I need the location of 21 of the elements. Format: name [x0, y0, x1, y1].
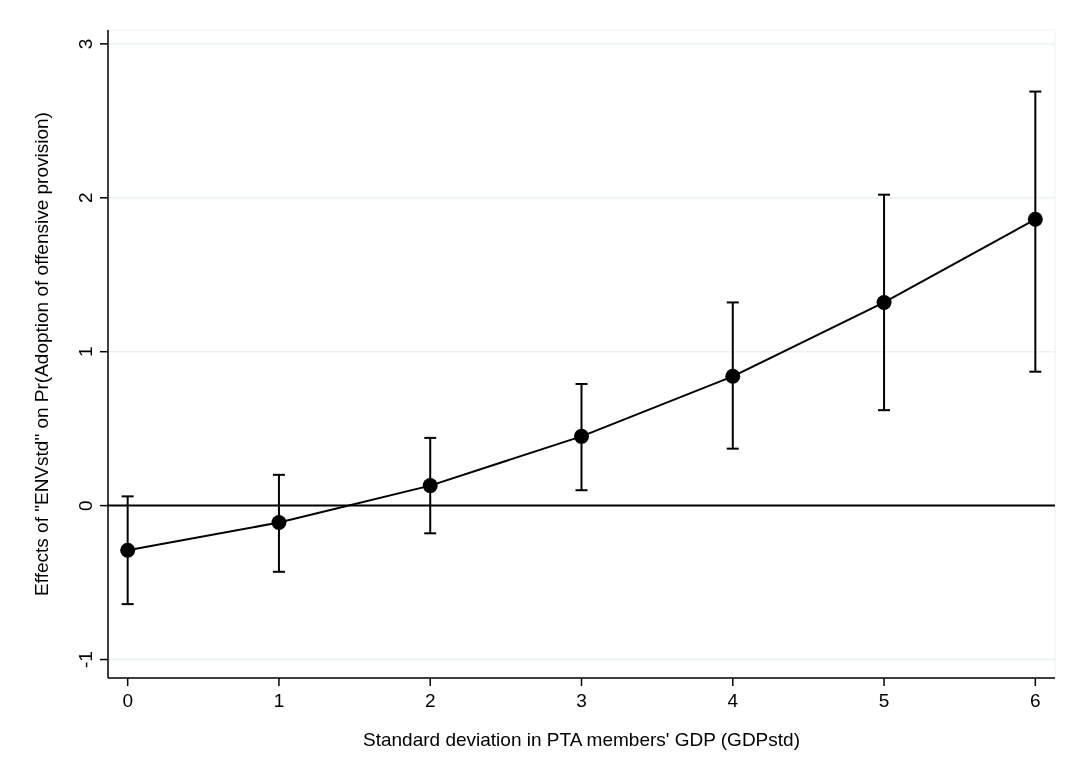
point	[271, 515, 287, 531]
y-axis-title: Effects of "ENVstd" on Pr(Adoption of offensive provision)	[31, 112, 52, 596]
x-tick-label: 3	[576, 690, 587, 711]
x-tick-label: 6	[1030, 690, 1041, 711]
point	[422, 478, 438, 494]
y-tick-label: 3	[75, 38, 96, 50]
y-tick-label: 1	[75, 346, 96, 357]
y-tick-label: 0	[75, 500, 96, 511]
point	[876, 294, 892, 310]
y-tick-label: 2	[75, 192, 96, 204]
y-tick-label: -1	[75, 651, 96, 668]
x-tick-label: 1	[273, 690, 285, 711]
x-tick-label: 5	[878, 690, 890, 711]
x-axis-title: Standard deviation in PTA members' GDP (GDPstd)	[363, 729, 800, 750]
x-tick-label: 0	[122, 690, 133, 711]
point	[574, 428, 589, 444]
x-tick-label: 4	[727, 690, 739, 711]
point	[120, 542, 136, 558]
point	[725, 368, 741, 384]
x-tick-label: 2	[424, 690, 436, 711]
point	[1027, 211, 1043, 227]
